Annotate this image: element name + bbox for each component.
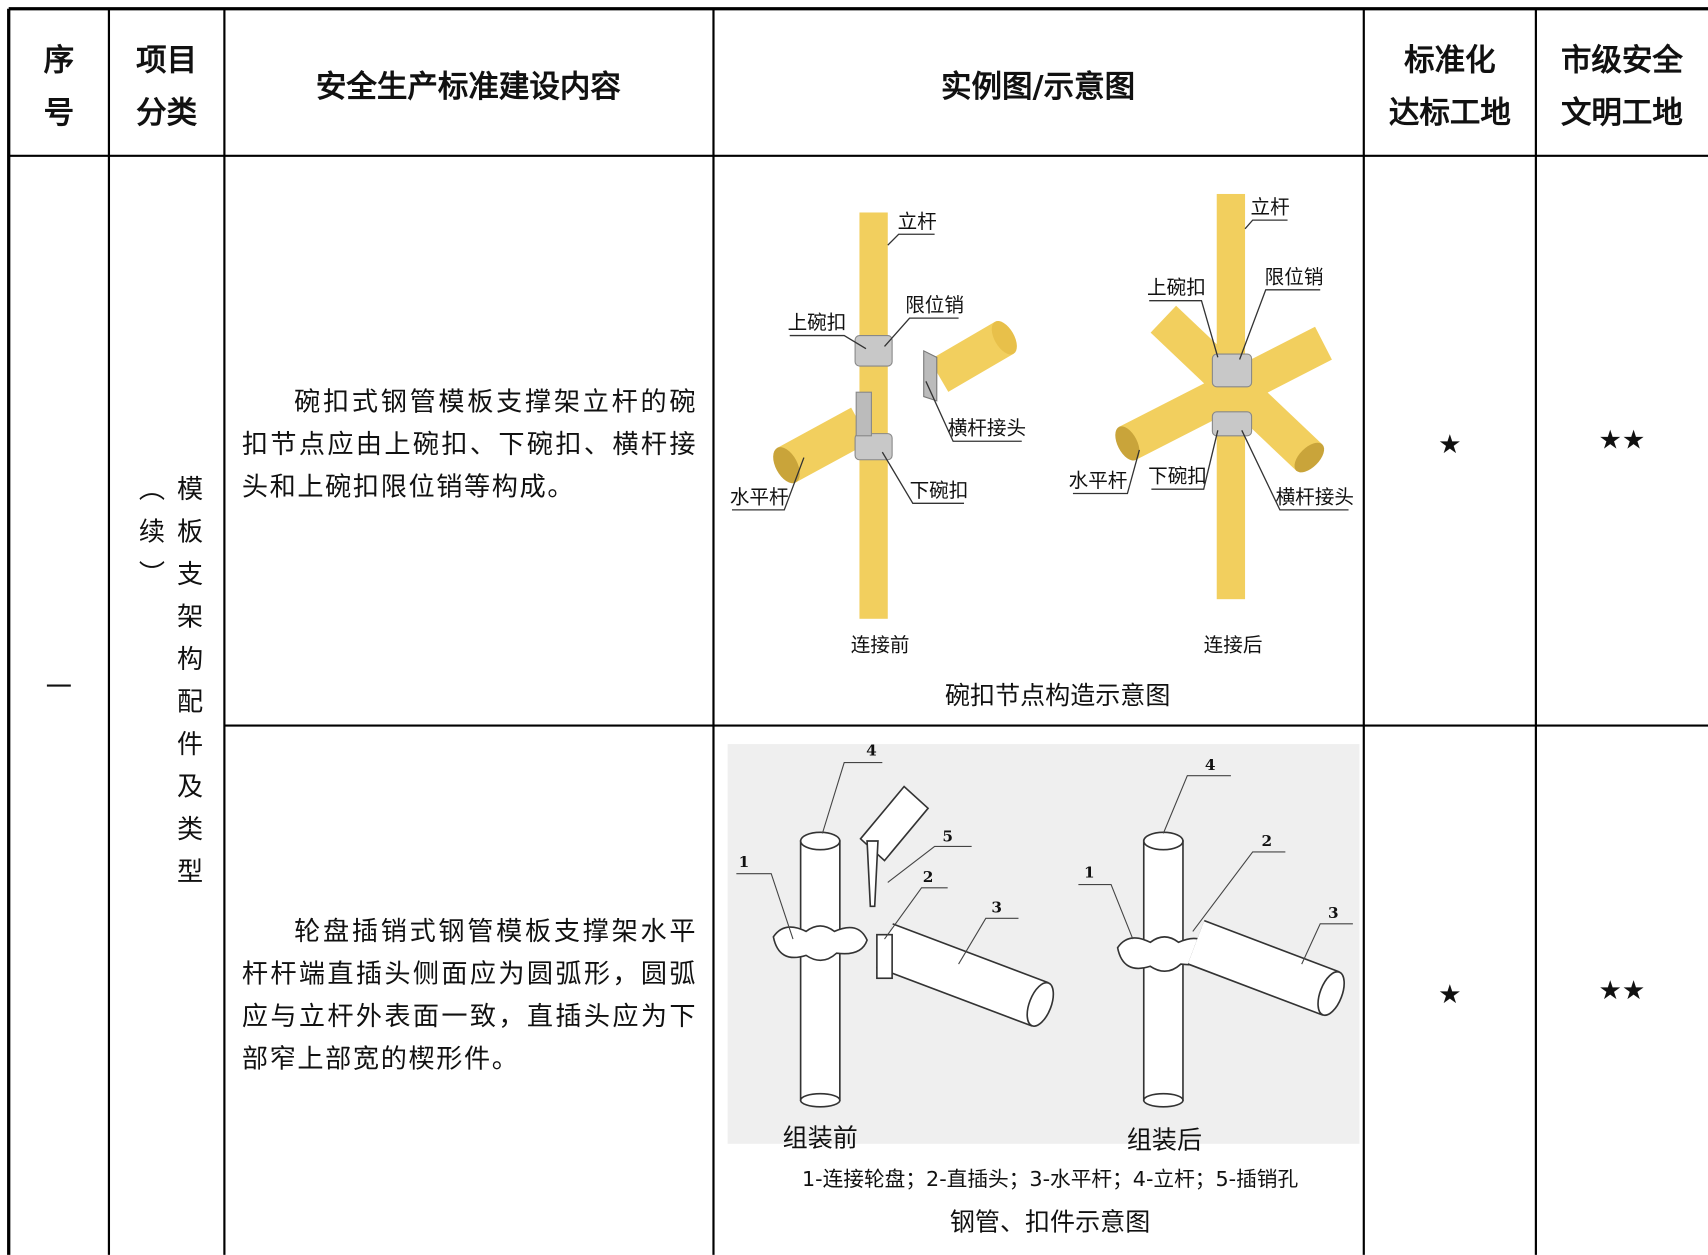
figure-caption: 连接前 (851, 634, 910, 657)
category: 模板支架构配件及类型（续） (133, 475, 203, 900)
row-index: 一 (46, 673, 72, 703)
figure-title: 碗扣节点构造示意图 (945, 681, 1170, 710)
figure-label: 2 (923, 868, 934, 886)
figure-label: 4 (1205, 756, 1216, 774)
header: 序 (44, 43, 74, 79)
city-rating: ★★ (1599, 426, 1646, 456)
header: 达标工地 (1389, 96, 1511, 131)
header: 号 (44, 96, 74, 131)
figure-label: 立杆 (898, 210, 937, 233)
content-box: 碗扣式钢管模板支撑架立杆的碗扣节点应由上碗扣、下碗扣、横杆接头和上碗扣限位销等构… (241, 386, 698, 503)
figure-label: 下碗扣 (910, 479, 969, 502)
figure-label: 4 (866, 742, 877, 760)
figure-label: 水平杆 (1069, 469, 1128, 492)
figure-label: 立杆 (1251, 196, 1290, 219)
content: 碗扣式钢管模板支撑架立杆的碗扣节点应由上碗扣、下碗扣、横杆接头和上碗扣限位销等构… (241, 386, 698, 503)
figure-label: 1 (739, 853, 750, 871)
standard-rating: ★ (1438, 430, 1461, 460)
figure-label: 2 (1262, 832, 1273, 850)
figure-caption: 组装后 (1127, 1126, 1202, 1155)
header: 分类 (136, 96, 197, 131)
figure-label: 横杆接头 (1276, 485, 1354, 508)
header: 项目 (136, 44, 197, 79)
category-box: 模板支架构配件及类型（续） (133, 475, 203, 900)
table-grid (7, 7, 1708, 1255)
figure-label: 上碗扣 (788, 311, 847, 334)
header: 安全生产标准建设内容 (316, 69, 621, 105)
figure-label: 3 (991, 899, 1002, 917)
figure-label: 3 (1328, 904, 1339, 922)
city-rating: ★★ (1599, 976, 1646, 1006)
figure-label: 限位销 (1265, 265, 1324, 288)
figure-label: 上碗扣 (1147, 276, 1206, 299)
figure-legend: 1-连接轮盘；2-直插头；3-水平杆；4-立杆；5-插销孔 (802, 1167, 1299, 1191)
content-box: 轮盘插销式钢管模板支撑架水平杆杆端直插头侧面应为圆弧形，圆弧应与立杆外表面一致，… (241, 916, 698, 1075)
figure-label: 限位销 (905, 294, 964, 317)
bowl-buckle-illustration (731, 193, 1349, 619)
disc-pin-illustration (727, 744, 1360, 1144)
figure-label: 5 (942, 828, 953, 846)
header: 市级安全 (1561, 43, 1683, 79)
figure-label: 水平杆 (730, 485, 789, 508)
header: 标准化 (1404, 44, 1496, 79)
figure-title: 钢管、扣件示意图 (950, 1207, 1150, 1236)
header: 实例图/示意图 (941, 69, 1135, 105)
header: 文明工地 (1561, 95, 1683, 131)
standard-rating: ★ (1438, 980, 1461, 1010)
figure-label: 下碗扣 (1148, 465, 1207, 488)
figure-caption: 连接后 (1204, 634, 1263, 657)
figure-label: 横杆接头 (948, 417, 1026, 440)
figure-caption: 组装前 (783, 1123, 858, 1152)
figure-label: 1 (1084, 864, 1095, 882)
content: 轮盘插销式钢管模板支撑架水平杆杆端直插头侧面应为圆弧形，圆弧应与立杆外表面一致，… (241, 916, 698, 1075)
